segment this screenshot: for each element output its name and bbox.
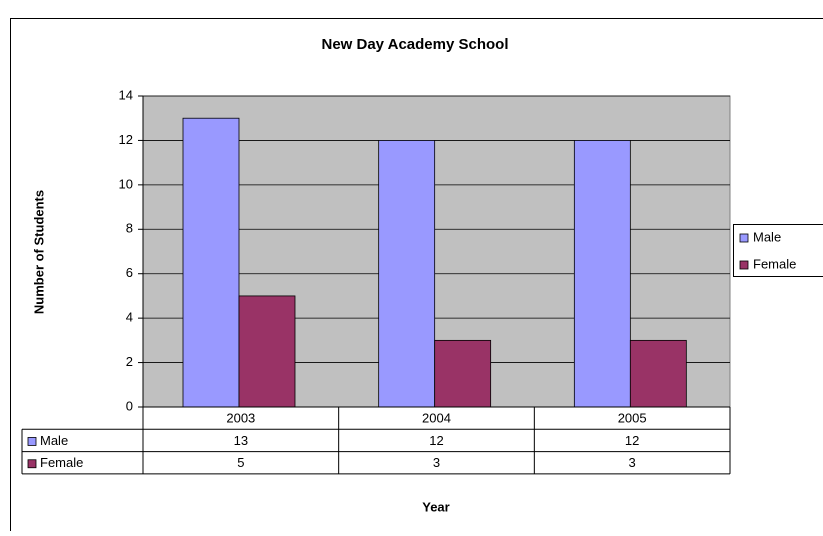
legend-key [740,234,748,242]
table-value: 5 [237,455,244,470]
x-tick-label: 2005 [618,411,647,426]
x-tick-label: 2003 [226,411,255,426]
legend-key [740,261,748,269]
table-legend-key [28,437,36,445]
table-series-name: Female [40,455,83,470]
y-tick-label: 0 [126,398,133,413]
bar [183,118,239,407]
table-value: 3 [433,455,440,470]
bar [435,340,491,407]
table-legend-key [28,460,36,468]
y-axis-label: Number of Students [31,190,46,314]
x-tick-label: 2004 [422,411,451,426]
chart-title: New Day Academy School [321,36,508,53]
y-tick-label: 12 [119,132,133,147]
bar [630,340,686,407]
x-axis-label: Year [422,499,449,514]
table-value: 3 [629,455,636,470]
bar [574,140,630,407]
y-tick-label: 10 [119,176,133,191]
legend-label: Female [753,256,796,271]
y-tick-label: 2 [126,354,133,369]
table-value: 13 [234,433,248,448]
legend-label: Male [753,229,781,244]
y-tick-label: 4 [126,310,133,325]
bar [239,296,295,407]
table-value: 12 [429,433,443,448]
bar [379,140,435,407]
y-tick-label: 14 [119,87,133,102]
table-series-name: Male [40,433,68,448]
y-tick-label: 6 [126,265,133,280]
y-tick-label: 8 [126,221,133,236]
table-value: 12 [625,433,639,448]
